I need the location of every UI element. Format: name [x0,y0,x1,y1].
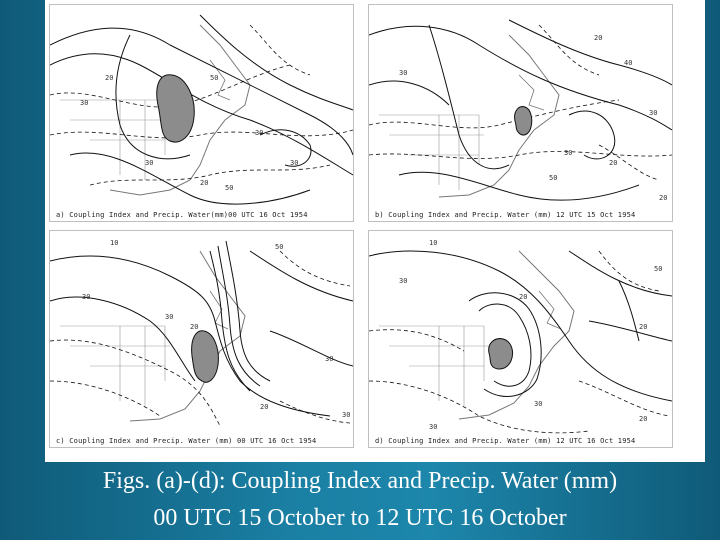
panel-b-caption: b) Coupling Index and Precip. Water (mm)… [375,211,636,219]
contour-label: 30 [145,159,153,167]
contour-label: 20 [105,74,113,82]
contour-label: 30 [342,411,350,419]
contour-label: 30 [325,355,333,363]
map-panel-b: 20 30 40 30 20 30 50 20 b) Coupling Inde… [368,4,673,222]
contour-label: 20 [609,159,617,167]
contour-label: 30 [255,129,263,137]
contour-label: 20 [594,34,602,42]
contour-label: 30 [399,69,407,77]
contour-label: 50 [210,74,218,82]
contour-label: 30 [399,277,407,285]
contour-label: 20 [659,194,667,202]
contour-label: 20 [639,323,647,331]
map-panel-a: 30 20 50 30 30 50 20 30 a) Coupling Inde… [49,4,354,222]
contour-label: 30 [429,423,437,431]
map-panel-d: 10 30 20 20 50 30 30 20 d) Coupling Inde… [368,230,673,448]
contour-label: 20 [639,415,647,423]
contour-label: 30 [534,400,542,408]
figure-board: 30 20 50 30 30 50 20 30 a) Coupling Inde… [45,0,705,462]
panel-a-caption: a) Coupling Index and Precip. Water(mm)0… [56,211,308,219]
map-c-graphic: 10 30 30 20 50 30 20 30 [50,239,353,427]
figure-caption-line2: 00 UTC 15 October to 12 UTC 16 October [153,505,567,531]
contour-label: 30 [80,99,88,107]
contour-label: 20 [190,323,198,331]
contour-label: 20 [519,293,527,301]
contour-label: 10 [429,239,437,247]
contour-label: 30 [165,313,173,321]
contour-label: 20 [260,403,268,411]
map-b-graphic: 20 30 40 30 20 30 50 20 [369,19,672,202]
map-d-graphic: 10 30 20 20 50 30 30 20 [369,239,672,434]
contour-label: 30 [290,159,298,167]
contour-label: 50 [275,243,283,251]
contour-label: 30 [82,293,90,301]
panel-c-caption: c) Coupling Index and Precip. Water (mm)… [56,437,317,445]
contour-label: 50 [654,265,662,273]
contour-label: 50 [549,174,557,182]
map-panel-c: 10 30 30 20 50 30 20 30 c) Coupling Inde… [49,230,354,448]
contour-label: 10 [110,239,118,247]
contour-label: 30 [564,149,572,157]
panel-d-caption: d) Coupling Index and Precip. Water (mm)… [375,437,636,445]
contour-label: 30 [649,109,657,117]
contour-label: 20 [200,179,208,187]
contour-label: 50 [225,184,233,192]
contour-label: 40 [624,59,632,67]
figure-caption-line1: Figs. (a)-(d): Coupling Index and Precip… [102,468,618,494]
map-a-graphic: 30 20 50 30 30 50 20 30 [50,14,353,205]
